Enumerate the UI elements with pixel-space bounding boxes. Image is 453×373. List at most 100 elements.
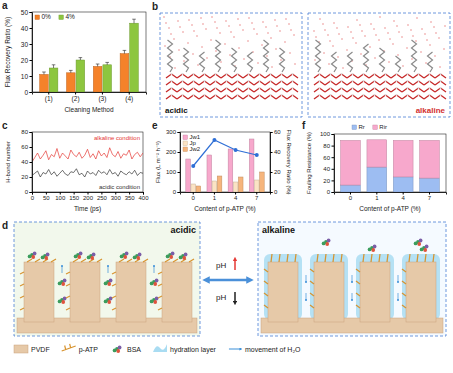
scheme-frame — [258, 222, 446, 336]
error-bar — [123, 50, 127, 53]
tick-mark — [178, 152, 181, 153]
bar — [341, 140, 361, 185]
lattice — [325, 95, 336, 99]
bar — [260, 172, 265, 192]
molecule — [380, 48, 385, 72]
lattice — [287, 88, 298, 92]
water-line — [62, 266, 63, 273]
bsa — [150, 279, 159, 286]
lattice-atom — [352, 80, 354, 82]
tick-label: 40 — [323, 166, 330, 172]
tick-mark — [129, 192, 130, 195]
p-atp — [279, 254, 280, 262]
p-atp — [356, 293, 360, 296]
solvent — [216, 27, 217, 28]
bar — [207, 155, 212, 192]
lattice — [314, 88, 325, 92]
bar — [93, 66, 102, 92]
water-line — [352, 293, 353, 300]
lattice-atom — [385, 94, 387, 96]
error-bar — [132, 19, 136, 23]
lattice-atom — [270, 80, 272, 82]
lattice-atom — [341, 80, 343, 82]
tick-mark — [30, 28, 33, 29]
tick: 80 — [21, 129, 32, 135]
lattice-atom — [352, 87, 354, 89]
legend-item: 0% — [35, 13, 51, 20]
axis: (1)(2)(3)(4) — [33, 92, 147, 103]
plot-frame — [180, 132, 270, 192]
p-atp — [264, 281, 268, 284]
series-label: alkaline condition — [94, 135, 140, 141]
line — [32, 169, 143, 177]
solvent — [443, 48, 444, 49]
snapshot-frame — [308, 13, 450, 117]
solvent — [280, 59, 281, 60]
lattice-atom — [270, 94, 272, 96]
error-line — [134, 19, 135, 23]
pvdf — [116, 262, 146, 322]
p-atp — [325, 254, 326, 262]
tick-mark — [332, 146, 335, 147]
p-atp — [264, 305, 268, 308]
bar — [238, 177, 243, 192]
solvent — [262, 21, 263, 22]
solvent — [352, 37, 353, 38]
lattice-atom — [330, 73, 332, 75]
solvent — [342, 67, 343, 68]
solvent — [416, 17, 417, 18]
marks — [341, 140, 440, 192]
bar — [130, 23, 139, 92]
axis-title: Content of p-ATP (%) — [359, 205, 421, 213]
lattice-atom — [248, 94, 250, 96]
tick: (4) — [125, 92, 133, 103]
solvent — [396, 25, 397, 26]
solvent — [412, 35, 413, 36]
lattice — [369, 81, 380, 85]
p-atp — [402, 305, 406, 308]
lattice-atom — [171, 87, 173, 89]
molecule — [428, 52, 433, 72]
tick-label: (4) — [125, 95, 133, 103]
solvent — [200, 17, 201, 18]
lattice — [276, 74, 287, 78]
tick-mark — [30, 60, 33, 61]
lattice — [166, 81, 177, 85]
error-bar — [96, 64, 100, 66]
water-line — [306, 293, 307, 300]
lattice — [358, 74, 369, 78]
tick-label: 10 — [21, 73, 29, 80]
p-atp — [158, 308, 162, 310]
p-atp — [295, 254, 296, 262]
tick: 4 — [402, 192, 406, 201]
lattice — [325, 74, 336, 78]
pvdf — [24, 262, 54, 322]
lattice — [336, 74, 347, 78]
solvent — [384, 27, 385, 28]
plot-frame — [334, 134, 446, 192]
key-label: movement of H₂O — [245, 346, 301, 353]
bsa-part — [74, 255, 78, 259]
tick-mark — [74, 192, 75, 195]
tick: (1) — [45, 92, 53, 103]
lattice-atom — [292, 94, 294, 96]
bsa-part — [169, 255, 173, 259]
bsa-part — [33, 252, 37, 256]
molecule — [412, 40, 417, 72]
solvent — [173, 38, 174, 39]
molecule — [396, 56, 401, 72]
bar — [217, 176, 222, 192]
tick-label: 40 — [274, 149, 281, 155]
lattice-atom — [396, 73, 398, 75]
p-atp — [402, 293, 406, 296]
solvent — [206, 57, 207, 58]
tick-mark — [429, 192, 430, 195]
axis-line — [181, 193, 271, 195]
solvent — [253, 28, 254, 29]
tick-mark — [30, 162, 33, 163]
lattice-atom — [259, 87, 261, 89]
condition-label: acidic — [170, 225, 196, 235]
lattice — [347, 81, 358, 85]
key-icon — [14, 345, 28, 353]
bar — [186, 159, 191, 192]
